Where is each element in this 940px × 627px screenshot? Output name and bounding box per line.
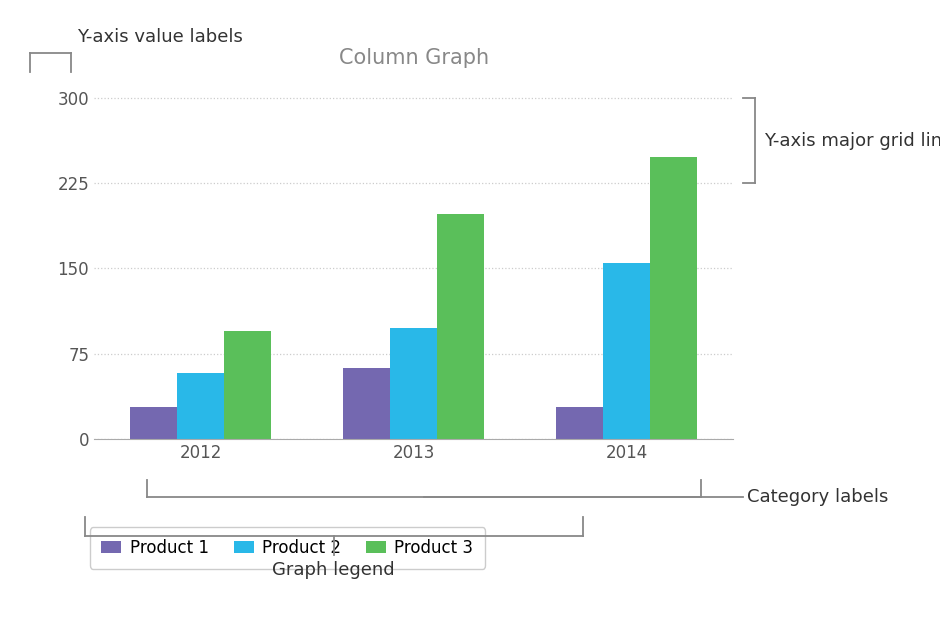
- Bar: [131, 407, 177, 439]
- Bar: [650, 157, 697, 439]
- Bar: [177, 373, 224, 439]
- Bar: [343, 369, 390, 439]
- Text: Y-axis value labels: Y-axis value labels: [77, 28, 243, 46]
- Text: Y-axis major grid lines: Y-axis major grid lines: [764, 132, 940, 150]
- Legend: Product 1, Product 2, Product 3: Product 1, Product 2, Product 3: [89, 527, 485, 569]
- Bar: [390, 327, 437, 439]
- Bar: [437, 214, 484, 439]
- Text: Category labels: Category labels: [747, 488, 888, 506]
- Bar: [603, 263, 650, 439]
- Bar: [556, 407, 603, 439]
- Title: Column Graph: Column Graph: [338, 48, 489, 68]
- Text: Graph legend: Graph legend: [273, 561, 395, 579]
- Bar: [224, 331, 271, 439]
